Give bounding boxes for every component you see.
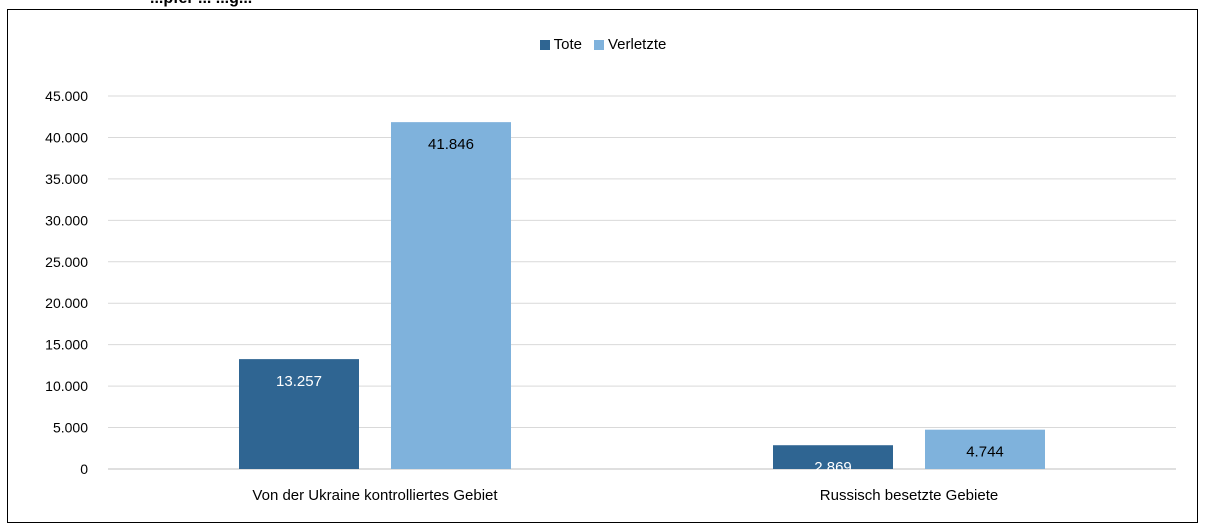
y-tick-label: 30.000 <box>45 212 88 228</box>
y-tick-label: 35.000 <box>45 171 88 187</box>
bar-tote <box>773 445 893 469</box>
legend-swatch-verletzte <box>593 39 604 50</box>
chart-title-fragment: ...pfer ... ...g... <box>150 0 252 8</box>
legend-label-tote: Tote <box>553 36 582 53</box>
data-label: 13.257 <box>276 373 322 390</box>
y-tick-label: 20.000 <box>45 295 88 311</box>
category-label: Russisch besetzte Gebiete <box>820 487 998 504</box>
category-label: Von der Ukraine kontrolliertes Gebiet <box>252 487 498 504</box>
legend-label-verletzte: Verletzte <box>607 36 667 53</box>
y-tick-label: 5.000 <box>53 420 88 436</box>
y-tick-label: 15.000 <box>45 337 88 353</box>
legend-item-tote: Tote <box>539 36 582 53</box>
legend-swatch-tote <box>539 39 550 50</box>
title-strip: ...pfer ... ...g... <box>0 0 1206 8</box>
data-label: 4.744 <box>966 444 1004 461</box>
y-tick-label: 0 <box>80 461 88 477</box>
data-label: 2.869 <box>814 459 852 476</box>
y-tick-label: 40.000 <box>45 129 88 145</box>
y-tick-label: 25.000 <box>45 254 88 270</box>
y-tick-label: 10.000 <box>45 378 88 394</box>
bar-verletzte <box>925 429 1045 469</box>
bar-tote <box>239 359 359 469</box>
chart-legend: Tote Verletzte <box>0 36 1206 53</box>
y-tick-label: 45.000 <box>45 88 88 104</box>
bar-verletzte <box>391 122 511 469</box>
data-label: 41.846 <box>428 136 474 153</box>
legend-item-verletzte: Verletzte <box>593 36 667 53</box>
